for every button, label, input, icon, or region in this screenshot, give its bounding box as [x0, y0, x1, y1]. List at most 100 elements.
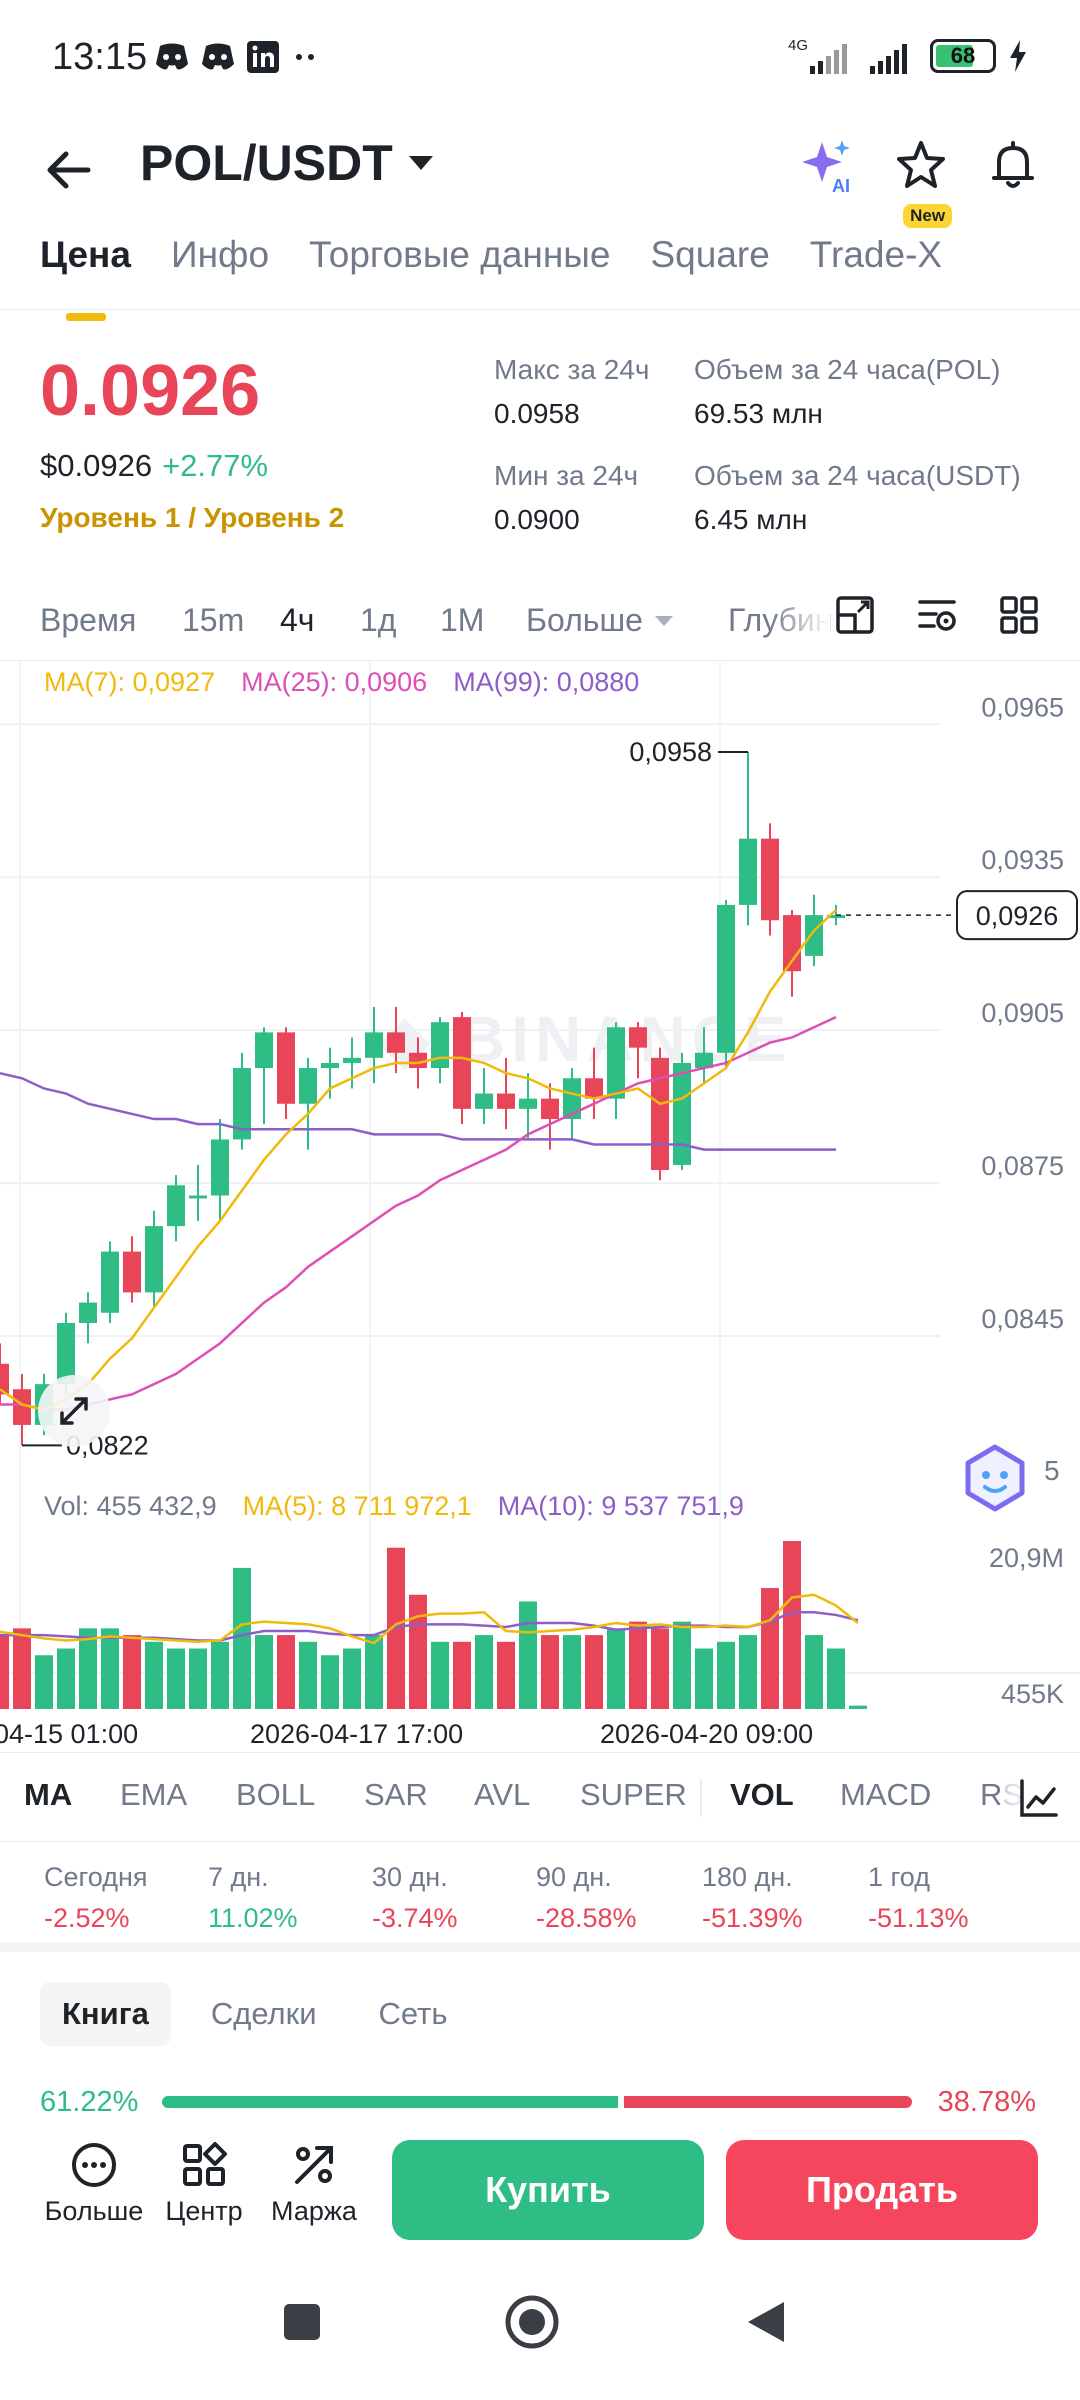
fullscreen-button[interactable] — [38, 1375, 110, 1447]
indicator-sar[interactable]: SAR — [364, 1777, 428, 1812]
volume-bar — [563, 1635, 581, 1709]
chart-settings-icon[interactable] — [1018, 1777, 1060, 1819]
indicator-ema[interactable]: EMA — [120, 1777, 188, 1812]
y-tick-label: 0,0935 — [981, 845, 1064, 875]
volume-bar — [211, 1641, 229, 1709]
nav-more[interactable]: Больше — [34, 2140, 154, 2227]
volume-bar — [585, 1635, 603, 1709]
last-price: 0.0926 — [40, 351, 261, 431]
volume-bar — [453, 1641, 471, 1709]
perf-value: -2.52% — [44, 1903, 130, 1933]
candle-body — [211, 1139, 229, 1196]
interval-1m[interactable]: 1M — [440, 602, 485, 638]
performance-row: Сегодня -2.52% 7 дн. 11.02% 30 дн. -3.74… — [0, 1842, 1080, 1952]
volume-bar — [827, 1648, 845, 1709]
nav-center[interactable]: Центр — [144, 2140, 264, 2227]
perf-7d: 7 дн. 11.02% — [208, 1862, 298, 1934]
ma25-legend: MA(25): 0,0906 — [241, 667, 428, 697]
fullscreen-icon — [60, 1397, 88, 1425]
candle-body — [563, 1078, 581, 1120]
interval-15m[interactable]: 15m — [182, 602, 245, 638]
indicator-vol[interactable]: VOL — [730, 1777, 794, 1812]
back-arrow-icon[interactable] — [40, 140, 100, 200]
vol-y-tick-max: 20,9M — [989, 1543, 1064, 1573]
indicator-boll[interactable]: BOLL — [236, 1777, 316, 1812]
tab-square[interactable]: Square — [650, 234, 770, 275]
caret-down-icon — [408, 156, 433, 170]
interval-time[interactable]: Время — [40, 602, 137, 638]
volume-legend: Vol: 455 432,9 MA(5): 8 711 972,1 MA(10)… — [44, 1491, 744, 1522]
perf-label: 90 дн. — [536, 1862, 612, 1892]
grid-layout-icon[interactable] — [998, 594, 1040, 636]
interval-more[interactable]: Больше — [526, 602, 675, 639]
battery-indicator: 68 — [930, 39, 996, 73]
bot-face-icon — [965, 1444, 1025, 1512]
tab-price[interactable]: Цена — [40, 230, 131, 321]
volume-bar — [101, 1628, 119, 1709]
back-nav-icon[interactable] — [744, 2298, 788, 2346]
candle-body — [717, 904, 735, 1053]
stat-low-value: 0.0900 — [494, 504, 580, 535]
candles — [0, 751, 845, 1446]
x-tick-label: 2026-04-20 09:00 — [600, 1719, 813, 1749]
interval-fade — [770, 580, 830, 660]
candle-body — [475, 1093, 493, 1109]
indicator-ma[interactable]: MA — [24, 1777, 73, 1812]
indicator-settings-icon[interactable] — [916, 594, 958, 636]
volume-bar — [321, 1655, 339, 1709]
candle-body — [453, 1017, 471, 1109]
volume-bar — [0, 1635, 9, 1709]
volume-bar — [343, 1648, 361, 1709]
status-bar: 13:15 4G 68 — [0, 0, 1080, 110]
candle-body — [57, 1322, 75, 1385]
stat-vol-quote-value: 6.45 млн — [694, 504, 808, 535]
tab-trades[interactable]: Сделки — [210, 1996, 317, 2031]
tab-trading-data[interactable]: Торговые данные — [309, 234, 611, 275]
indicator-avl[interactable]: AVL — [474, 1777, 531, 1812]
tab-trade-x[interactable]: Trade-X New — [810, 204, 953, 309]
price-chart[interactable]: ◆ BINANCE 0,0965 0,0935 0,0905 0,0875 0,0845… — [0, 660, 1080, 1750]
candle-body — [629, 1027, 647, 1048]
bell-icon[interactable] — [986, 138, 1040, 192]
tab-order-book[interactable]: Книга — [40, 1982, 171, 2046]
volume-bar — [519, 1601, 537, 1709]
vol-legend: Vol: 455 432,9 — [44, 1491, 217, 1521]
candle-body — [233, 1068, 251, 1140]
candle-body — [13, 1389, 31, 1425]
assistant-bot-button[interactable] — [960, 1443, 1030, 1518]
recents-icon[interactable] — [280, 2300, 324, 2344]
candle-body — [805, 915, 823, 956]
home-icon[interactable] — [504, 2294, 560, 2350]
level-link[interactable]: Уровень 1 / Уровень 2 — [40, 502, 345, 533]
volume-bar — [299, 1641, 317, 1709]
candle-body — [145, 1226, 163, 1293]
x-tick-label: 04-15 01:00 — [0, 1719, 138, 1749]
perf-1y: 1 год -51.13% — [868, 1862, 969, 1934]
indicator-super[interactable]: SUPER — [580, 1777, 687, 1812]
candle-body — [651, 1057, 669, 1171]
volume-bar — [255, 1635, 273, 1709]
sell-button[interactable]: Продать — [726, 2140, 1038, 2240]
stat-low-label: Мин за 24ч — [494, 460, 639, 491]
interval-1d[interactable]: 1д — [360, 602, 397, 638]
price-change: +2.77% — [162, 448, 269, 483]
price-summary: 0.0926 $0.0926 +2.77% Уровень 1 / Уровень… — [0, 330, 1080, 570]
ai-sparkle-icon[interactable]: AI — [798, 136, 856, 194]
buy-ratio: 61.22% — [40, 2086, 139, 2118]
candle-body — [695, 1052, 713, 1069]
candle-body — [365, 1032, 383, 1058]
star-icon[interactable] — [894, 138, 948, 192]
tab-info[interactable]: Инфо — [170, 234, 270, 275]
stat-vol-quote: Объем за 24 часа(USDT) 6.45 млн — [694, 460, 1021, 536]
pair-selector[interactable]: POL/USDT — [140, 134, 435, 192]
nav-margin[interactable]: Маржа — [254, 2140, 374, 2227]
interval-4h[interactable]: 4ч — [280, 602, 315, 638]
current-price-box — [956, 890, 1078, 941]
main-tabs: Цена Инфо Торговые данные Square Trade-X… — [0, 204, 1080, 321]
expand-chart-icon[interactable] — [834, 594, 876, 636]
tab-network[interactable]: Сеть — [378, 1996, 448, 2031]
buy-button[interactable]: Купить — [392, 2140, 704, 2240]
volume-bar — [805, 1635, 823, 1709]
app-header: POL/USDT AI — [0, 110, 1080, 230]
indicator-macd[interactable]: MACD — [840, 1777, 932, 1812]
